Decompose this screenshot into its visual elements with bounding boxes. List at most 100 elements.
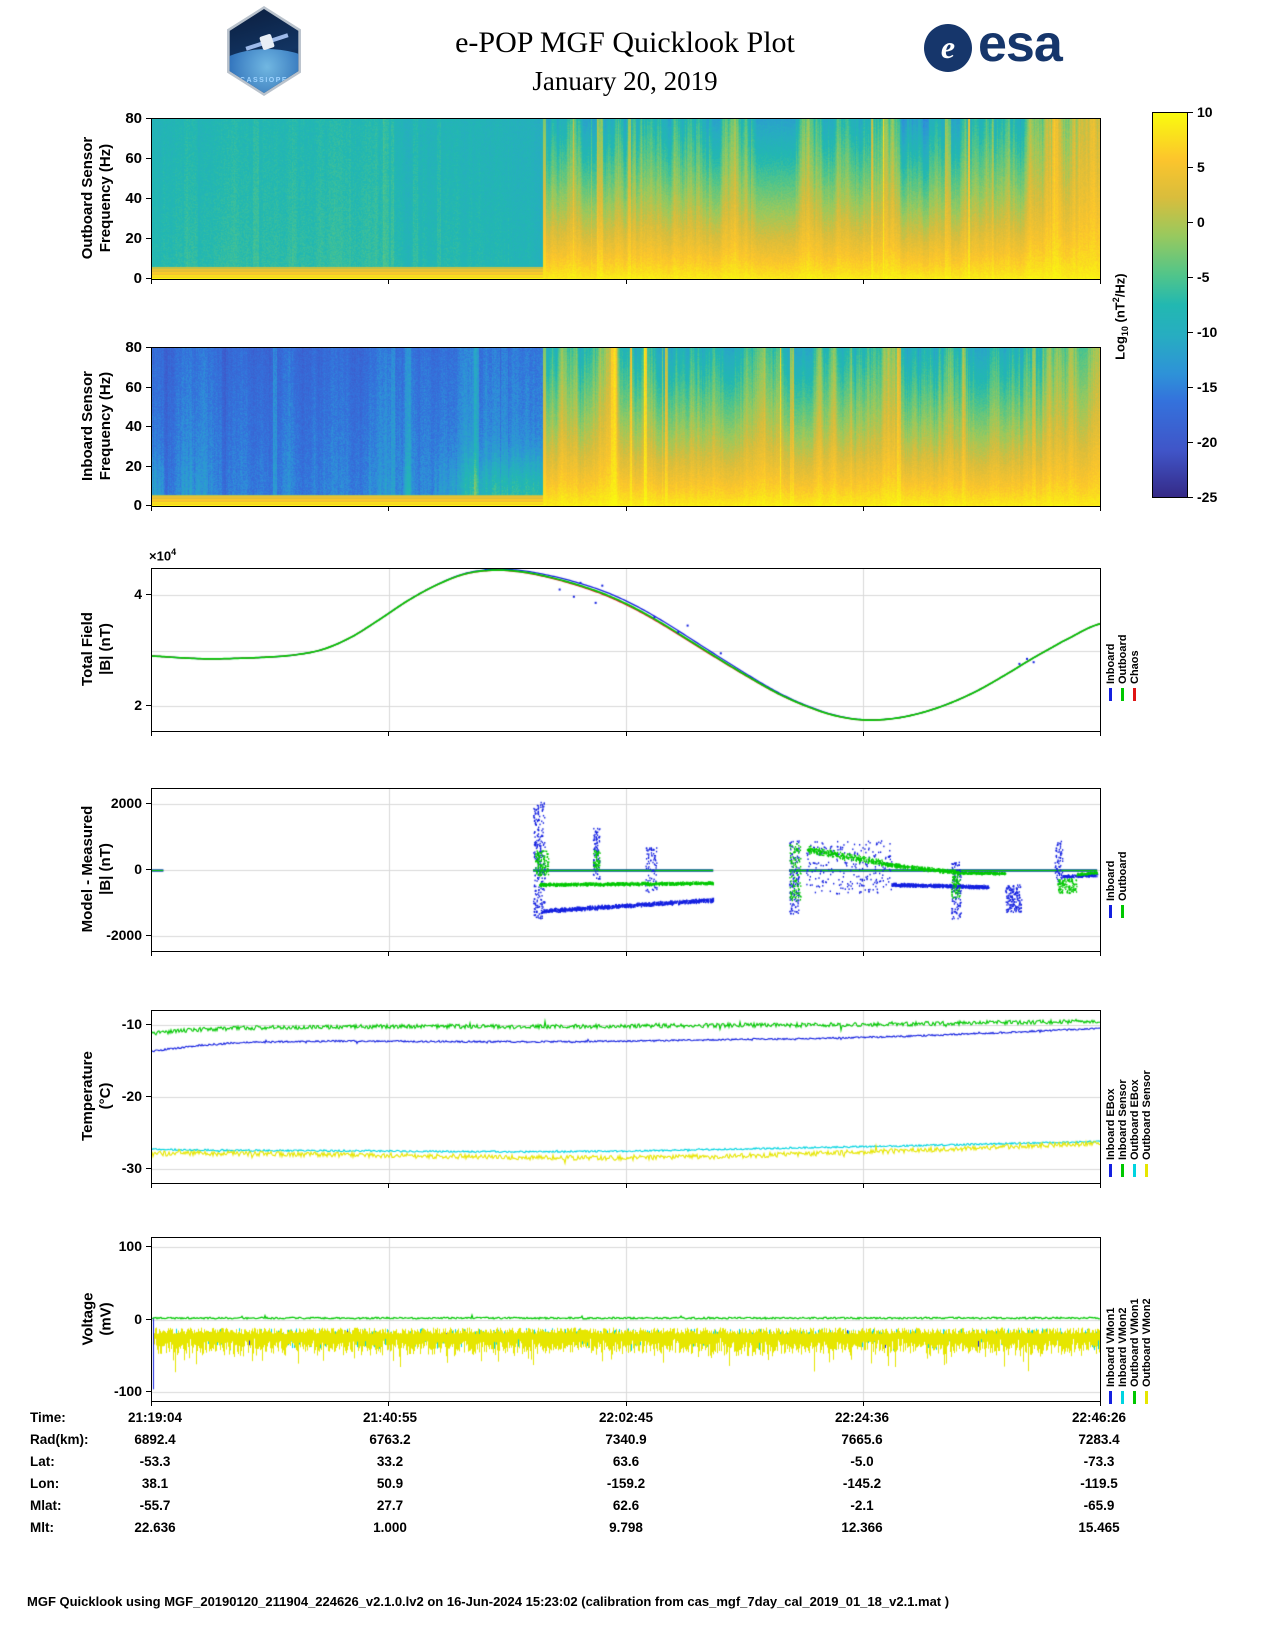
- y-tick-label: 20: [125, 230, 142, 247]
- y-tick-label: 2000: [110, 794, 142, 811]
- colorbar-gradient: [1152, 112, 1188, 498]
- table-row-mlt: Mlt: 22.636 1.000 9.798 12.366 15.465: [0, 1520, 1275, 1542]
- plot-frame: [151, 347, 1101, 507]
- colorbar-tick-label: -10: [1197, 324, 1218, 340]
- table-row-lon: Lon: 38.1 50.9 -159.2 -145.2 -119.5: [0, 1476, 1275, 1498]
- ephemeris-table: Time: 21:19:04 21:40:55 22:02:45 22:24:3…: [0, 1410, 1275, 1550]
- y-tick-label: 0: [134, 861, 142, 877]
- row-label-lat: Lat:: [30, 1454, 55, 1469]
- table-cell: 9.798: [609, 1520, 643, 1535]
- panel-voltage: Voltage (mV) 100 0 -100 Inboard VMon1 Inboard …: [0, 1237, 1275, 1406]
- table-cell: -145.2: [842, 1476, 882, 1491]
- exponent-prefix: ×10: [149, 548, 172, 564]
- x-tick-mark: [862, 952, 864, 956]
- table-cell: 6892.4: [134, 1432, 176, 1447]
- colorbar-label: Log10 (nT2/Hz): [1109, 273, 1132, 360]
- colorbar-label-sub: 10: [1120, 326, 1130, 337]
- y-tick-mark: [146, 1246, 151, 1247]
- y-tick-label: 0: [133, 270, 142, 287]
- table-cell: 22.636: [134, 1520, 176, 1535]
- legend-label-outboard-sensor: Outboard Sensor: [1141, 1070, 1153, 1160]
- colorbar-tick-label: 10: [1197, 104, 1213, 120]
- y-tick-label: 60: [125, 378, 142, 396]
- y-tick-mark: [146, 705, 151, 706]
- x-tick-mark: [625, 280, 627, 284]
- colorbar-tick-mark: [1188, 112, 1193, 113]
- mission-patch-label: CASSIOPE: [239, 77, 289, 84]
- total-field-chart: [152, 569, 1100, 731]
- esa-emblem-icon: e: [924, 24, 972, 72]
- colorbar-tick-mark: [1188, 387, 1193, 388]
- y-tick-mark: [146, 278, 151, 279]
- table-cell: -73.3: [1083, 1454, 1115, 1469]
- x-tick-mark: [862, 280, 864, 284]
- legend-marker: [1109, 1164, 1112, 1177]
- colorbar-label-suffix: /Hz): [1112, 273, 1128, 298]
- legend-marker: [1121, 1391, 1124, 1404]
- legend-marker: [1133, 1164, 1136, 1177]
- y-tick-label: 80: [125, 110, 142, 127]
- legend-marker: [1109, 1391, 1112, 1404]
- table-cell: -65.9: [1083, 1498, 1115, 1513]
- x-tick-mark: [1100, 952, 1101, 956]
- legend-marker: [1133, 1391, 1136, 1404]
- y-tick-label: -2000: [106, 927, 142, 944]
- panel-temperature: Temperature (°C) -10 -20 -30 Inboard EBox Inbo…: [0, 1010, 1275, 1188]
- y-tick-label: 2: [134, 697, 142, 714]
- y-tick-label: 80: [125, 339, 142, 356]
- x-tick-mark: [388, 732, 390, 736]
- table-cell: 6763.2: [369, 1432, 411, 1447]
- esa-emblem-letter: e: [940, 29, 956, 65]
- y-tick-label: -20: [121, 1088, 142, 1104]
- plot-frame: [151, 568, 1101, 732]
- y-tick-mark: [146, 935, 151, 936]
- inboard-spectrogram-heatmap: [152, 348, 1100, 506]
- y-tick-label: -10: [121, 1016, 142, 1033]
- y-tick-mark: [146, 238, 151, 239]
- table-cell: 22:46:26: [1071, 1410, 1127, 1425]
- x-tick-mark: [151, 507, 152, 511]
- x-tick-mark: [151, 952, 152, 956]
- table-row-lat: Lat: -53.3 33.2 63.6 -5.0 -73.3: [0, 1454, 1275, 1476]
- colorbar-label-prefix: Log: [1112, 336, 1128, 360]
- legend-marker: [1109, 688, 1112, 701]
- legend-marker: [1121, 688, 1124, 701]
- y-tick-mark: [146, 1391, 151, 1392]
- table-cell: -53.3: [139, 1454, 171, 1469]
- table-row-time: Time: 21:19:04 21:40:55 22:02:45 22:24:3…: [0, 1410, 1275, 1432]
- x-tick-mark: [151, 1402, 152, 1406]
- plot-frame: [151, 788, 1101, 952]
- table-cell: 12.366: [841, 1520, 883, 1535]
- x-tick-mark: [862, 732, 864, 736]
- y-tick-mark: [146, 594, 151, 595]
- exponent-power: 4: [171, 547, 177, 557]
- colorbar-tick-label: -20: [1197, 434, 1218, 450]
- colorbar-tick-label: 5: [1197, 159, 1205, 175]
- colorbar-tick-mark: [1188, 332, 1193, 333]
- row-label-time: Time:: [30, 1410, 66, 1425]
- table-row-mlat: Mlat: -55.7 27.7 62.6 -2.1 -65.9: [0, 1498, 1275, 1520]
- table-cell: 38.1: [141, 1476, 169, 1491]
- y-tick-label: 20: [125, 457, 142, 475]
- x-tick-mark: [625, 952, 627, 956]
- y-tick-mark: [146, 869, 151, 870]
- page-date: January 20, 2019: [532, 66, 718, 96]
- plot-frame: [151, 1010, 1101, 1184]
- x-tick-mark: [1100, 732, 1101, 736]
- x-tick-mark: [625, 732, 627, 736]
- colorbar-tick-label: 0: [1197, 214, 1205, 230]
- x-tick-mark: [388, 1402, 390, 1406]
- table-cell: 7340.9: [605, 1432, 647, 1447]
- y-tick-mark: [146, 1319, 151, 1320]
- table-cell: -159.2: [606, 1476, 646, 1491]
- y-tick-mark: [146, 1168, 151, 1169]
- panel-model-minus-measured: Model - Measured |B| (nT) 2000 0 -2000 Inboar…: [0, 788, 1275, 956]
- panel-total-field: ×104 Total Field |B| (nT) 4 2 Inboard Outboar…: [0, 547, 1275, 736]
- x-tick-mark: [625, 1402, 627, 1406]
- table-cell: 22:02:45: [598, 1410, 654, 1425]
- colorbar-label-mid: (nT: [1112, 302, 1128, 327]
- y-tick-label: 4: [134, 586, 142, 603]
- model-minus-measured-chart: [152, 789, 1100, 951]
- outboard-spectrogram-heatmap: [152, 119, 1100, 279]
